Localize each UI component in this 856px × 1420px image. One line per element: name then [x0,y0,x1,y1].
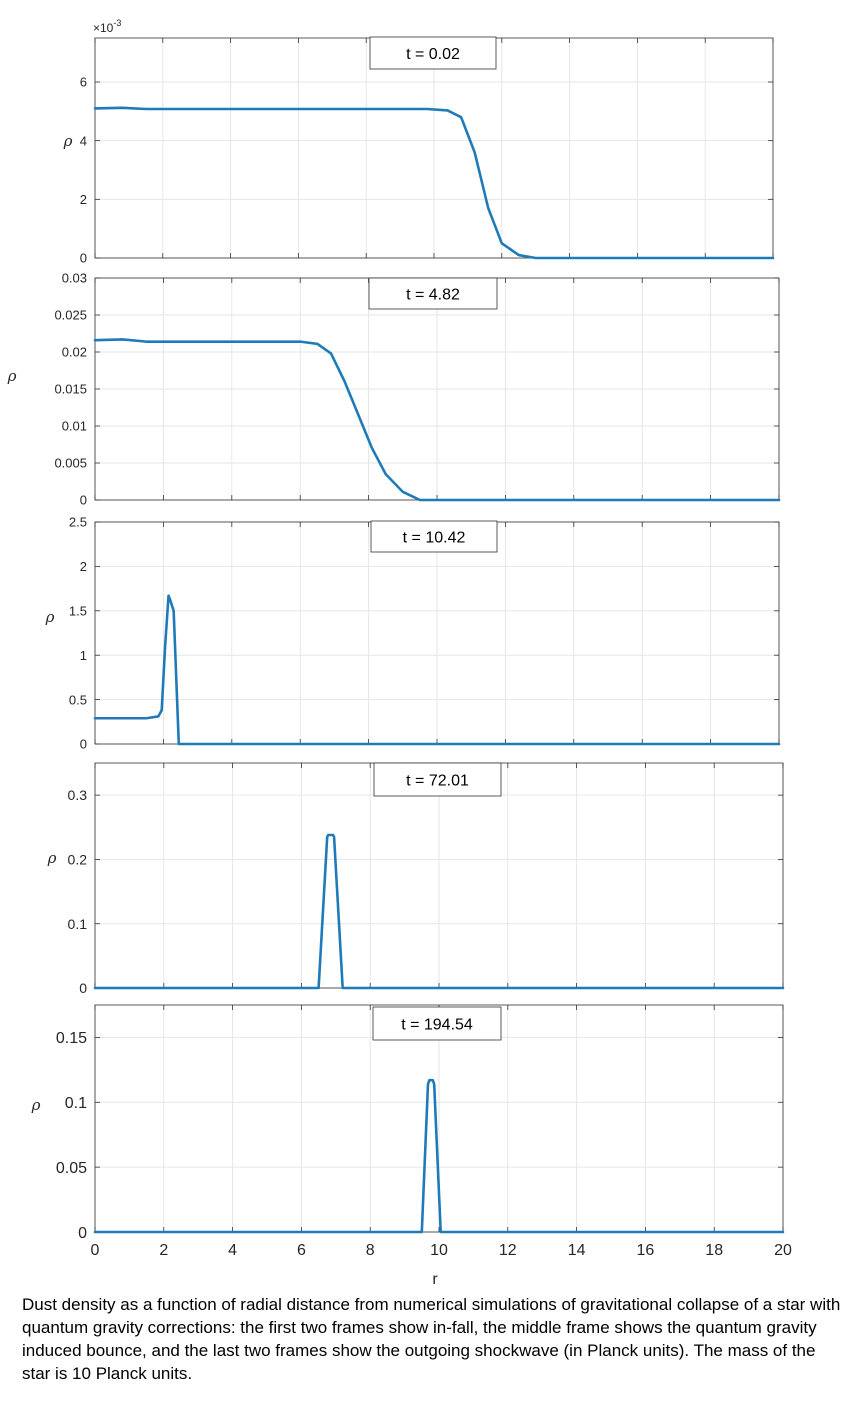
x-tick-label: 4 [228,1242,237,1259]
time-annotation: t = 4.82 [406,287,460,304]
panel-5: 0 0.05 0.1 0.15 0 2 4 6 8 10 12 14 16 18 20 r ρ t = 194.5… [31,1004,792,1288]
x-tick-label: 2 [159,1242,168,1259]
y-axis-label: ρ [31,1096,41,1114]
x-tick-label: 14 [568,1242,586,1259]
x-tick-label: 10 [430,1242,448,1259]
y-tick-label: 0 [80,251,87,266]
y-tick-label: 0 [79,980,87,996]
density-line [93,594,781,746]
y-tick-label: 0.15 [56,1030,87,1047]
time-annotation-box [368,277,498,310]
y-tick-label: 0.02 [62,345,87,360]
time-annotation-box [370,520,498,553]
y-tick-label: 0.01 [62,419,87,434]
y-tick-label: 0.015 [54,382,87,397]
y-tick-label: 0.5 [69,692,87,707]
x-tick-label: 12 [499,1242,517,1259]
y-tick-label: 4 [80,133,87,148]
y-exponent-power: -3 [113,18,121,28]
panel-2: 0 0.005 0.01 0.015 0.02 0.025 0.03 ρ t = 4.82 [7,271,781,508]
y-tick-label: 2.5 [69,515,87,530]
density-line [93,833,785,990]
y-tick-label: 0 [80,493,87,508]
y-tick-label: 0.1 [65,1095,87,1112]
y-axis-label: ρ [63,132,73,150]
y-axis-label: ρ [45,608,55,626]
panel-3: 0 0.5 1 1.5 2 2.5 ρ t = 10.42 [45,515,781,752]
panel-1: 0 2 4 6 ρ ×10-3 t = 0.02 [63,18,775,266]
y-axis-label: ρ [7,367,17,385]
y-exponent-label: ×10-3 [93,18,121,35]
y-tick-label: 0.1 [68,916,88,932]
time-annotation-box [369,36,497,70]
panel-4: 0 0.1 0.2 0.3 ρ t = 72.01 [47,762,785,996]
time-annotation: t = 72.01 [406,773,469,790]
time-annotation: t = 0.02 [406,46,460,63]
y-tick-label: 0 [80,737,87,752]
density-line [93,106,775,260]
x-tick-label: 8 [366,1242,375,1259]
y-tick-label: 6 [80,75,87,90]
y-axis-label: ρ [47,849,57,867]
y-tick-label: 0 [78,1225,87,1242]
y-tick-label: 2 [80,559,87,574]
y-tick-label: 0.025 [54,308,87,323]
y-tick-label: 0.3 [68,787,88,803]
x-tick-label: 20 [774,1242,792,1259]
density-line [93,1078,785,1234]
y-tick-label: 1 [80,648,87,663]
x-axis-label: r [432,1271,438,1288]
y-tick-label: 0.05 [56,1160,87,1177]
time-annotation: t = 10.42 [403,530,466,547]
density-figure: 0 2 4 6 ρ ×10-3 t = 0.02 0 0.005 0.01 0.015 0.02 0.0… [7,18,792,1288]
x-tick-label: 0 [91,1242,100,1259]
time-annotation-box [373,762,502,797]
density-line [93,338,781,502]
y-tick-label: 0.005 [54,456,87,471]
x-tick-label: 18 [705,1242,723,1259]
y-tick-label: 1.5 [69,603,87,618]
time-annotation: t = 194.54 [401,1017,473,1034]
y-tick-label: 2 [80,192,87,207]
x-tick-label: 16 [637,1242,655,1259]
x-tick-label: 6 [297,1242,306,1259]
y-tick-label: 0.03 [62,271,87,286]
figure-caption: Dust density as a function of radial dis… [22,1295,841,1383]
time-annotation-box [372,1006,502,1041]
y-tick-label: 0.2 [68,851,88,867]
